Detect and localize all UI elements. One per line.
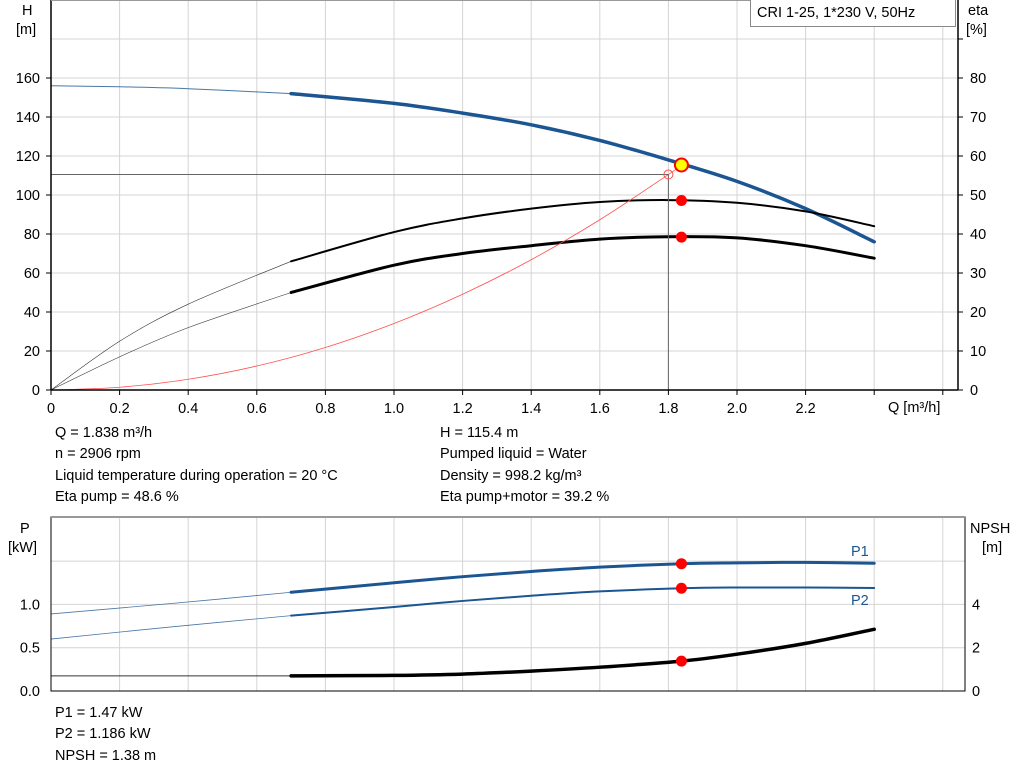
- p-tick-label: 0.5: [20, 641, 40, 657]
- eta-tick-label: 40: [970, 227, 986, 243]
- reference-point-marker: [663, 169, 674, 180]
- NPSH-curve: [289, 627, 876, 678]
- bottom-left-axis-unit: [kW]: [8, 540, 37, 556]
- result-eta-pump: Eta pump = 48.6 %: [55, 489, 179, 505]
- top-grid: [51, 0, 958, 390]
- result-liquid: Pumped liquid = Water: [440, 446, 587, 462]
- p-tick-label: 0.0: [20, 684, 40, 700]
- x-tick-label: 0.8: [315, 401, 335, 417]
- eta-tick-label: 70: [970, 110, 986, 126]
- top-left-axis-name: H: [22, 3, 32, 19]
- duty-point-marker: [675, 655, 687, 667]
- eta-tick-label: 20: [970, 305, 986, 321]
- h-tick-label: 20: [24, 344, 40, 360]
- h-tick-label: 100: [16, 188, 40, 204]
- p-tick-label: 1.0: [20, 597, 40, 613]
- bottom-right-axis-unit: [m]: [982, 540, 1002, 556]
- x-tick-label: 0.6: [247, 401, 267, 417]
- npsh-tick-label: 4: [972, 597, 980, 613]
- duty-point-marker: [675, 194, 687, 206]
- top-right-axis-unit: [%]: [966, 22, 987, 38]
- axes: [46, 0, 966, 692]
- eta-tick-label: 60: [970, 149, 986, 165]
- h-tick-label: 140: [16, 110, 40, 126]
- head-curve-extrapolated: [50, 85, 292, 95]
- result-density: Density = 998.2 kg/m³: [440, 468, 582, 484]
- P1-curve-extrapolated: [50, 591, 292, 615]
- h-tick-label: 40: [24, 305, 40, 321]
- eta_pump_motor-curve: [289, 235, 876, 294]
- x-axis-label: Q [m³/h]: [888, 400, 940, 416]
- eta-tick-label: 80: [970, 71, 986, 87]
- npsh-tick-label: 0: [972, 684, 980, 700]
- eta_pump-curve-extrapolated: [50, 261, 292, 391]
- bottom-curves: [50, 560, 876, 678]
- npsh-tick-label: 2: [972, 641, 980, 657]
- x-tick-label: 1.8: [658, 401, 678, 417]
- eta-tick-label: 10: [970, 344, 986, 360]
- eta_pump_motor-curve-extrapolated: [50, 292, 292, 391]
- x-tick-label: 1.4: [521, 401, 541, 417]
- result-speed: n = 2906 rpm: [55, 446, 141, 462]
- duty-point-marker: [673, 157, 689, 173]
- eta_pump-curve: [290, 199, 876, 263]
- result-head: H = 115.4 m: [440, 425, 519, 441]
- bottom-grid: [51, 517, 965, 691]
- x-tick-label: 2.0: [727, 401, 747, 417]
- eta-tick-label: 30: [970, 266, 986, 282]
- duty-point-marker: [675, 231, 687, 243]
- result-eta-pump-motor: Eta pump+motor = 39.2 %: [440, 489, 610, 505]
- P1-curve: [289, 560, 876, 594]
- bottom-right-axis-name: NPSH: [970, 521, 1010, 537]
- head-curve: [289, 91, 876, 244]
- P2-curve: [290, 586, 876, 617]
- duty-points: [663, 157, 689, 667]
- bottom-left-axis-name: P: [20, 521, 30, 537]
- duty-point-marker: [675, 582, 687, 594]
- x-tick-label: 1.2: [453, 401, 473, 417]
- h-tick-label: 80: [24, 227, 40, 243]
- x-tick-label: 0: [47, 401, 55, 417]
- eta-tick-label: 50: [970, 188, 986, 204]
- system-curve: [50, 164, 682, 391]
- tick-labels: 0 0.2 0.4 0.6 0.8 1.0 1.2 1.4 1.6 1.8 2.0 2.2020406…: [16, 71, 986, 700]
- duty-point-marker: [675, 558, 687, 570]
- x-tick-label: 1.0: [384, 401, 404, 417]
- x-tick-label: 2.2: [796, 401, 816, 417]
- p2-series-label: P2: [851, 593, 869, 609]
- top-left-axis-unit: [m]: [16, 22, 36, 38]
- h-tick-label: 120: [16, 149, 40, 165]
- x-tick-label: 1.6: [590, 401, 610, 417]
- result-p2: P2 = 1.186 kW: [55, 726, 151, 742]
- result-flow: Q = 1.838 m³/h: [55, 425, 153, 441]
- h-tick-label: 160: [16, 71, 40, 87]
- x-tick-label: 0.2: [110, 401, 130, 417]
- h-tick-label: 60: [24, 266, 40, 282]
- top-curves: [50, 85, 876, 391]
- P2-curve-extrapolated: [50, 615, 292, 640]
- eta-tick-label: 0: [970, 383, 978, 399]
- p1-series-label: P1: [851, 544, 869, 560]
- top-right-axis-name: eta: [968, 3, 989, 19]
- x-tick-label: 0.4: [178, 401, 198, 417]
- pump-title-box: CRI 1-25, 1*230 V, 50Hz: [750, 0, 956, 27]
- result-p1: P1 = 1.47 kW: [55, 705, 143, 721]
- result-npsh: NPSH = 1.38 m: [55, 748, 157, 764]
- result-temperature: Liquid temperature during operation = 20…: [55, 468, 338, 484]
- h-tick-label: 0: [32, 383, 40, 399]
